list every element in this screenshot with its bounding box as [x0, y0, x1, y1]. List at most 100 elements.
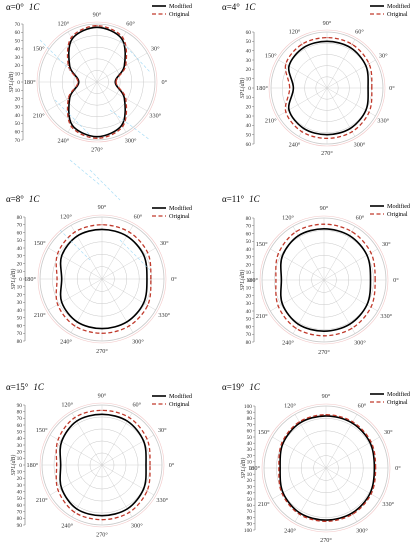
angle-tick-label: 90°: [322, 393, 331, 400]
data-point-original: [146, 438, 148, 440]
data-point-modified: [373, 467, 375, 469]
data-point-original: [326, 37, 328, 39]
angle-tick-label: 90°: [320, 205, 329, 212]
legend-label-modified: Modified: [169, 205, 193, 212]
data-point-modified: [121, 38, 123, 40]
data-point-original: [323, 223, 325, 225]
data-point-original: [352, 421, 354, 423]
panel-title: α=8° 1C: [6, 194, 40, 204]
data-point-original: [368, 63, 370, 65]
radial-tick-label: 10: [17, 469, 23, 475]
radial-tick-label: 70: [17, 509, 23, 515]
angle-tick-label: 0°: [171, 276, 177, 283]
radial-tick-label: 60: [17, 423, 23, 429]
data-point-modified: [76, 321, 78, 323]
data-point-original: [57, 489, 59, 491]
data-point-modified: [143, 254, 145, 256]
angle-tick-label: 330°: [377, 117, 389, 124]
data-point-original: [289, 87, 291, 89]
radial-tick-label: 30: [247, 447, 253, 453]
data-point-original: [57, 303, 59, 306]
radial-tick-label: 40: [246, 309, 252, 315]
data-point-original: [74, 325, 76, 327]
angle-tick-label: 0°: [393, 277, 399, 284]
data-point-modified: [325, 519, 327, 521]
data-point-modified: [76, 508, 78, 510]
angle-tick-label: 120°: [61, 402, 73, 409]
radial-tick-label: 50: [246, 317, 252, 323]
radial-tick-label: 0: [19, 463, 22, 469]
radial-tick-label: 10: [247, 472, 253, 478]
radial-tick-label: 40: [246, 123, 252, 129]
data-point-modified: [146, 278, 148, 280]
polar-grid-spoke: [270, 279, 325, 312]
radial-tick-label: 50: [15, 121, 21, 127]
polar-outer-ring: [259, 215, 389, 345]
angle-tick-label: 270°: [96, 348, 108, 355]
radial-tick-label: 30: [17, 483, 23, 489]
data-point-original: [325, 414, 327, 416]
angle-tick-label: 330°: [380, 313, 392, 320]
overlay-artifact: [39, 39, 151, 271]
polar-grid-spoke: [326, 59, 376, 89]
data-point-modified: [280, 279, 282, 281]
data-point-original: [147, 304, 149, 306]
radial-tick-label: 70: [15, 138, 21, 144]
data-point-modified: [60, 487, 63, 489]
polar-grid-spoke: [278, 87, 328, 117]
radial-tick-label: 30: [247, 484, 253, 490]
data-point-modified: [142, 488, 145, 490]
radial-tick-label: 0: [249, 466, 252, 472]
data-point-modified: [369, 441, 371, 444]
data-point-modified: [78, 81, 80, 83]
data-point-original: [298, 421, 300, 423]
data-point-original: [278, 467, 280, 469]
data-point-modified: [69, 65, 71, 67]
angle-tick-label: 0°: [389, 85, 395, 92]
radial-tick-label: 30: [246, 58, 252, 64]
data-point-original: [277, 253, 279, 255]
data-point-modified: [282, 442, 284, 444]
radial-tick-label: 70: [17, 331, 23, 337]
radial-tick-label: 70: [247, 422, 253, 428]
angle-tick-label: 270°: [91, 146, 103, 153]
data-point-original: [128, 417, 130, 419]
angle-tick-label: 90°: [98, 204, 107, 211]
data-point-original: [295, 231, 297, 233]
angle-tick-label: 30°: [379, 53, 388, 60]
radial-tick-label: 70: [17, 416, 23, 422]
polar-grid-spoke: [323, 279, 378, 312]
panel-title-unit: 1C: [33, 382, 45, 392]
data-point-modified: [288, 109, 290, 111]
data-point-original: [77, 81, 79, 83]
angle-tick-label: 120°: [57, 21, 69, 28]
data-point-original: [67, 97, 69, 100]
panel-title-alpha: α=11°: [222, 194, 244, 204]
radial-tick-label: 70: [246, 224, 252, 230]
data-point-original: [285, 111, 287, 113]
polar-outer-ring: [39, 402, 165, 528]
radial-tick-label: 70: [15, 22, 21, 28]
data-point-original: [351, 131, 353, 133]
data-point-original: [351, 231, 353, 233]
data-point-modified: [369, 492, 371, 495]
data-point-modified: [282, 492, 284, 494]
angle-tick-label: 150°: [256, 241, 268, 248]
radial-tick-label: 70: [17, 223, 23, 229]
polar-grid-spoke: [70, 278, 103, 333]
angle-tick-label: 330°: [149, 113, 161, 120]
angle-tick-label: 30°: [384, 429, 393, 436]
polar-grid-spoke: [278, 59, 328, 89]
angle-tick-label: 150°: [258, 429, 270, 436]
polar-grid-spoke: [101, 434, 155, 466]
radial-tick-label: 20: [246, 104, 252, 110]
panel-title-alpha: α=0°: [6, 2, 24, 12]
y-axis-title: SPL(dB): [8, 72, 15, 93]
polar-grid-spoke: [298, 87, 328, 137]
y-axis-title: SPL(dB): [239, 78, 246, 99]
panel-title-unit: 1C: [29, 194, 41, 204]
radial-tick-label: 0: [248, 278, 251, 284]
polar-grid-spoke: [96, 81, 127, 133]
